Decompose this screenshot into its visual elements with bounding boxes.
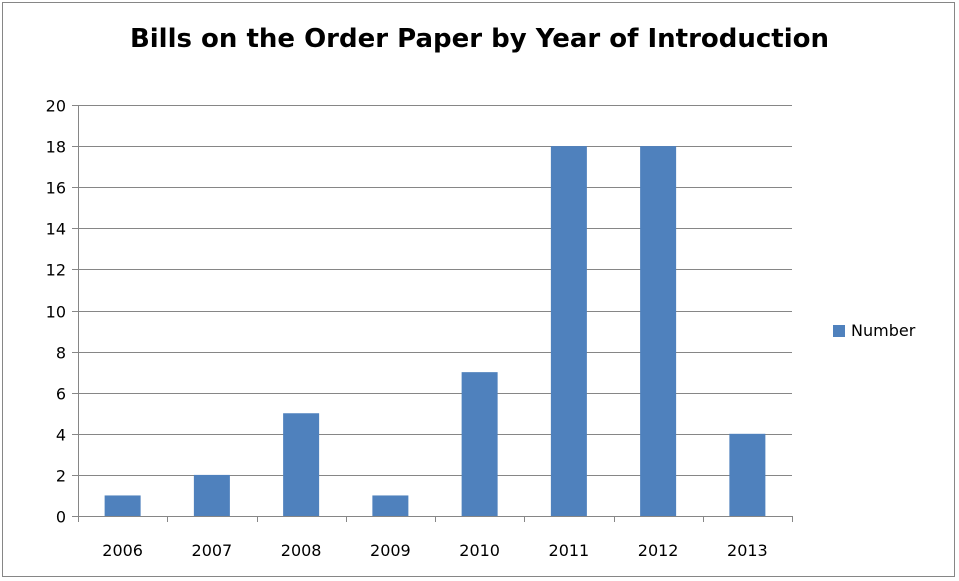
bar	[372, 495, 409, 516]
bar	[640, 146, 677, 516]
x-tick-label: 2010	[459, 541, 500, 560]
bar	[461, 372, 498, 516]
y-axis-tick-labels: 0 2 4 6 8 10 12 14 16 18 20	[46, 97, 66, 527]
y-tick-label: 0	[56, 508, 66, 527]
bar	[193, 474, 230, 516]
legend-label: Number	[851, 321, 916, 340]
x-tick-label: 2008	[281, 541, 322, 560]
bar	[104, 495, 141, 516]
y-tick-label: 2	[56, 467, 66, 486]
bar-series	[104, 146, 766, 516]
y-tick-label: 18	[46, 138, 66, 157]
bar	[283, 413, 320, 516]
x-tick-label: 2013	[727, 541, 768, 560]
legend: Number	[833, 321, 915, 340]
x-axis-tick-labels: 2006 2007 2008 2009 2010 2011 2012 2013	[102, 541, 767, 560]
bar	[729, 433, 766, 516]
y-tick-label: 6	[56, 385, 66, 404]
y-tick-label: 16	[46, 179, 66, 198]
legend-swatch	[833, 324, 845, 337]
bar	[550, 146, 587, 516]
x-tick-label: 2007	[192, 541, 233, 560]
x-tick-label: 2006	[102, 541, 143, 560]
y-tick-label: 20	[46, 97, 66, 116]
y-tick-label: 14	[46, 220, 66, 239]
y-tick-label: 12	[46, 261, 66, 280]
axes	[72, 105, 793, 522]
x-tick-label: 2011	[549, 541, 590, 560]
gridlines	[78, 105, 792, 476]
x-tick-label: 2009	[370, 541, 411, 560]
chart-title: Bills on the Order Paper by Year of Intr…	[129, 24, 830, 54]
y-tick-label: 4	[56, 426, 66, 445]
y-tick-label: 8	[56, 344, 66, 363]
x-tick-label: 2012	[638, 541, 679, 560]
y-tick-label: 10	[46, 303, 66, 322]
